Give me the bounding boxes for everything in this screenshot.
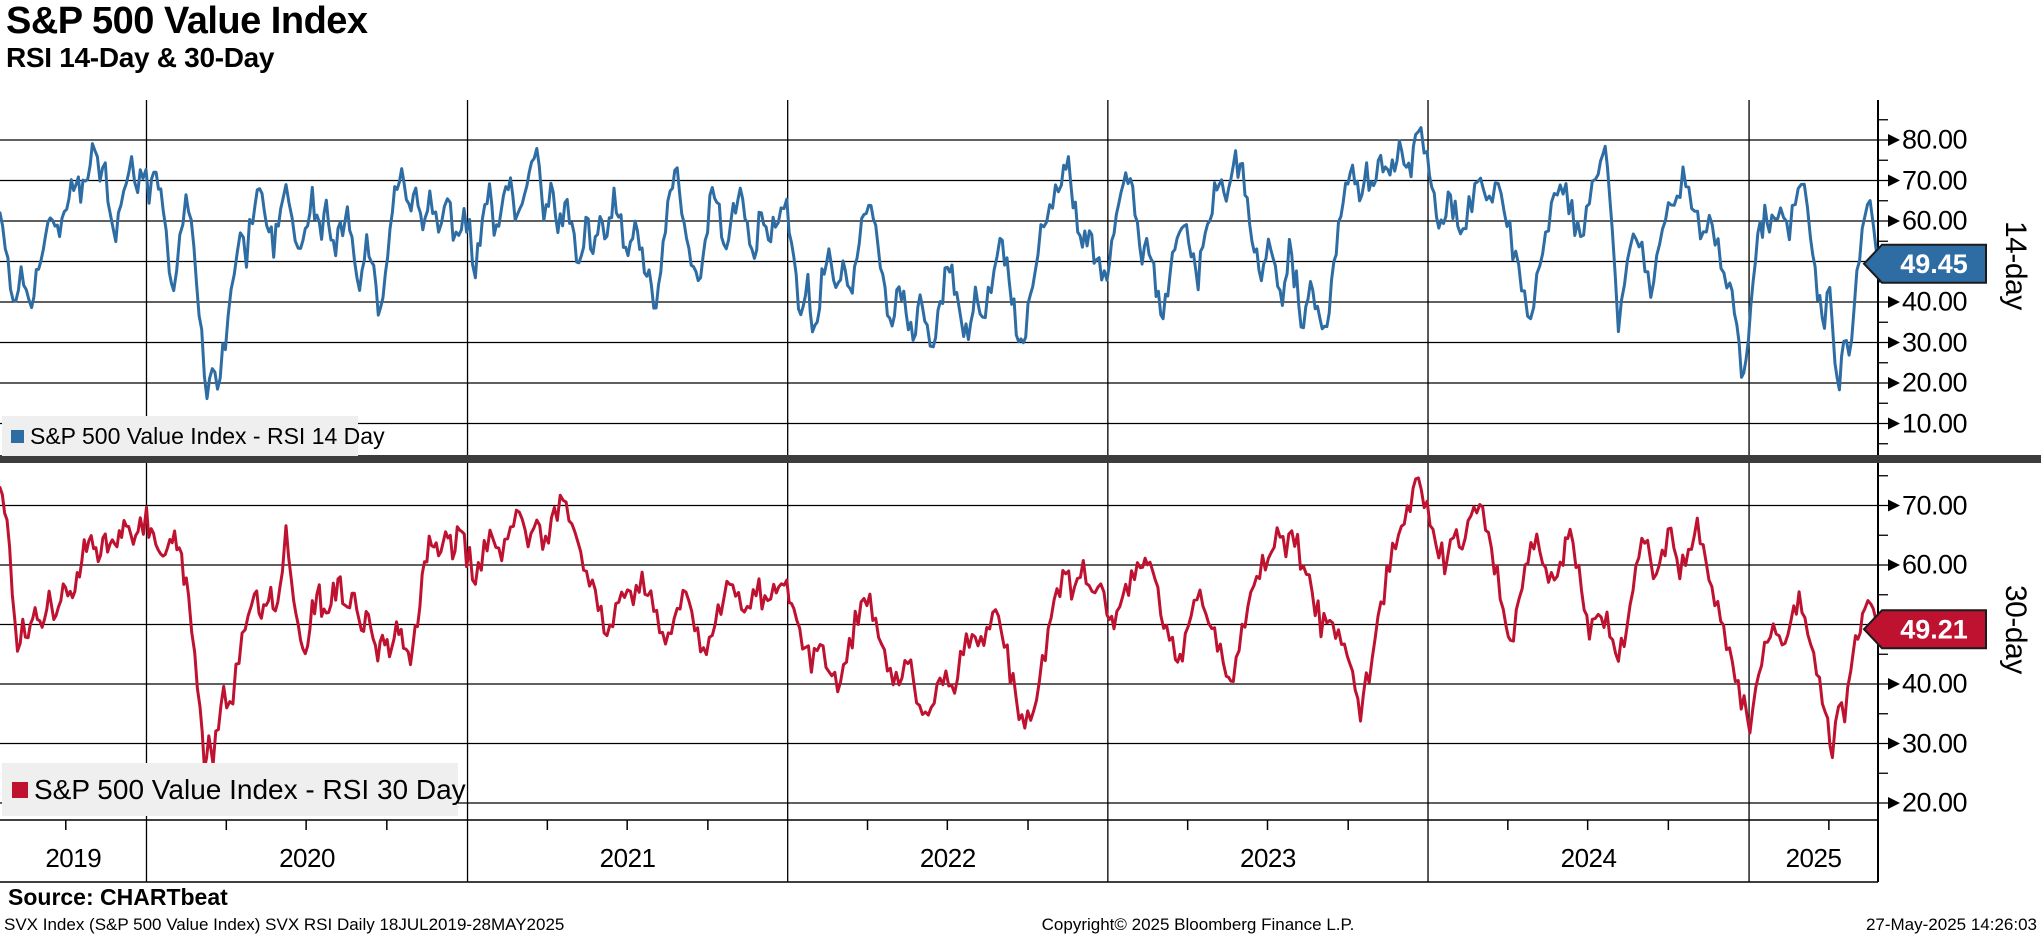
footer-timestamp: 27-May-2025 14:26:03 xyxy=(1865,915,2037,934)
last-value-badge-14-day xyxy=(1862,243,1987,284)
axis-title-30day: 30-day xyxy=(1999,585,2032,674)
x-year-label-2023: 2023 xyxy=(1240,843,1296,873)
tick-arrow-icon xyxy=(1888,296,1900,308)
x-year-label-2025: 2025 xyxy=(1785,843,1842,873)
page-subtitle: RSI 14-Day & 30-Day xyxy=(6,42,275,73)
y-tick-30-day-30: 30.00 xyxy=(1902,728,1968,758)
tick-arrow-icon xyxy=(1888,417,1900,430)
last-value-text-14-day: 49.45 xyxy=(1900,249,1968,279)
y-tick-14-day-80: 80.00 xyxy=(1902,124,1968,155)
legend-swatch-red-icon xyxy=(12,781,28,798)
y-tick-14-day-40: 40.00 xyxy=(1902,286,1968,317)
tick-arrow-icon xyxy=(1888,737,1900,750)
footer-copyright: Copyright© 2025 Bloomberg Finance L.P. xyxy=(1041,915,1355,934)
x-year-label-2022: 2022 xyxy=(919,843,976,873)
legend-label-rsi-30day: S&P 500 Value Index - RSI 30 Day xyxy=(34,773,466,805)
tick-arrow-icon xyxy=(1888,499,1900,512)
tick-arrow-icon xyxy=(1888,559,1900,571)
x-year-label-2020: 2020 xyxy=(279,843,335,873)
page-title: S&P 500 Value Index xyxy=(6,0,368,42)
tick-arrow-icon xyxy=(1888,174,1900,187)
x-year-label-2024: 2024 xyxy=(1560,843,1617,873)
tick-arrow-icon xyxy=(1888,134,1900,146)
legend-rsi-14day[interactable]: S&P 500 Value Index - RSI 14 Day xyxy=(2,416,385,456)
last-value-text-30-day: 49.21 xyxy=(1900,615,1968,645)
x-year-label-2019: 2019 xyxy=(45,843,102,873)
y-tick-30-day-60: 60.00 xyxy=(1902,549,1968,580)
y-tick-14-day-70: 70.00 xyxy=(1902,165,1968,195)
source-label: Source: CHARTbeat xyxy=(8,884,228,910)
panel-separator[interactable] xyxy=(0,455,2041,463)
tick-arrow-icon xyxy=(1888,797,1900,809)
x-year-label-2021: 2021 xyxy=(599,843,656,873)
y-tick-30-day-40: 40.00 xyxy=(1902,668,1968,699)
last-value-badge-30-day xyxy=(1862,609,1987,650)
y-tick-14-day-30: 30.00 xyxy=(1902,327,1968,357)
axis-title-14day: 14-day xyxy=(1999,221,2032,310)
legend-rsi-30day[interactable]: S&P 500 Value Index - RSI 30 Day xyxy=(2,763,466,816)
legend-swatch-blue-icon xyxy=(11,429,24,443)
rsi-14-day-line xyxy=(0,126,1880,401)
y-tick-14-day-10: 10.00 xyxy=(1902,408,1968,438)
y-tick-30-day-20: 20.00 xyxy=(1902,787,1968,818)
tick-arrow-icon xyxy=(1888,377,1900,389)
y-tick-14-day-20: 20.00 xyxy=(1902,367,1968,398)
y-tick-14-day-60: 60.00 xyxy=(1902,205,1968,236)
y-tick-30-day-70: 70.00 xyxy=(1902,490,1968,520)
legend-label-rsi-14day: S&P 500 Value Index - RSI 14 Day xyxy=(30,422,385,449)
footer-security-info: SVX Index (S&P 500 Value Index) SVX RSI … xyxy=(4,915,565,934)
tick-arrow-icon xyxy=(1888,336,1900,349)
tick-arrow-icon xyxy=(1888,215,1900,227)
rsi-30-day-line xyxy=(0,476,1880,770)
tick-arrow-icon xyxy=(1888,678,1900,690)
